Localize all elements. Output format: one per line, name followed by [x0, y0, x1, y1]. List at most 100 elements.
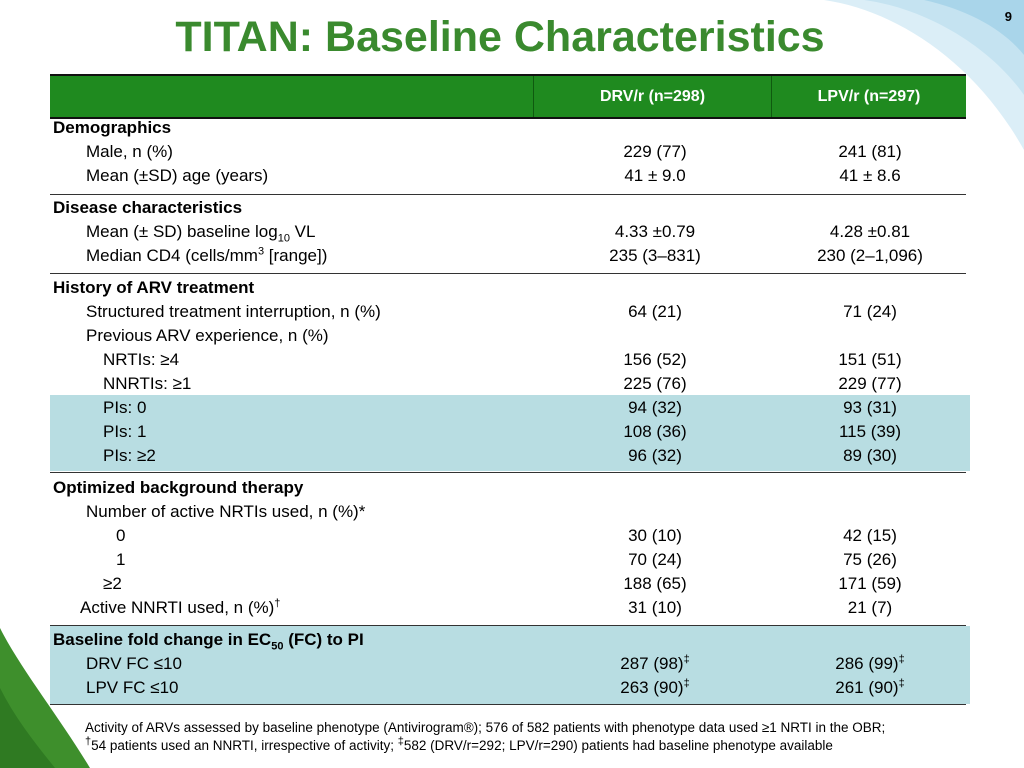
cell-drv: 188 (65) [623, 574, 687, 593]
cell-lpv: 42 (15) [843, 526, 897, 545]
cell-lpv: 71 (24) [843, 302, 897, 321]
table-row: NRTIs: ≥4 156 (52) 151 (51) [50, 348, 966, 372]
cell-value: 287 (98) [620, 654, 684, 673]
superscript: † [85, 735, 92, 748]
table-row: Structured treatment interruption, n (%)… [50, 300, 966, 324]
table-row: PIs: 0 94 (32) 93 (31) [50, 396, 966, 420]
header-separator [771, 76, 772, 117]
label-text: Active NNRTI used, n (%) [80, 598, 275, 617]
table-row: PIs: 1 108 (36) 115 (39) [50, 420, 966, 444]
cell-drv: 96 (32) [628, 446, 682, 465]
section-heading-history: History of ARV treatment [53, 278, 255, 297]
row-label: PIs: ≥2 [103, 446, 156, 465]
slide-title: TITAN: Baseline Characteristics [175, 13, 825, 61]
corner-decoration-bottom-left [0, 628, 90, 768]
footnote-text: 582 (DRV/r=292; LPV/r=290) patients had … [403, 738, 833, 753]
row-label: 0 [116, 526, 126, 545]
cell-drv: 31 (10) [628, 598, 682, 617]
cell-drv: 108 (36) [623, 422, 687, 441]
label-text: Median CD4 (cells/mm [86, 246, 258, 265]
table-row: History of ARV treatment [50, 276, 966, 300]
cell-lpv: 75 (26) [843, 550, 897, 569]
row-label: 1 [116, 550, 126, 569]
section-heading-obt: Optimized background therapy [53, 478, 304, 497]
superscript: ‡ [898, 677, 905, 690]
row-label: Mean (± SD) baseline log10 VL [53, 220, 315, 244]
cell-drv: 70 (24) [628, 550, 682, 569]
superscript: 3 [257, 245, 265, 258]
row-label: Active NNRTI used, n (%)† [53, 596, 280, 620]
table-row: Baseline fold change in EC50 (FC) to PI [50, 628, 966, 652]
superscript: ‡ [397, 735, 404, 748]
shaded-block-fold-change [50, 626, 970, 704]
cell-lpv: 93 (31) [843, 398, 897, 417]
label-text: VL [289, 222, 316, 241]
superscript: ‡ [683, 653, 690, 666]
cell-lpv: 21 (7) [847, 598, 893, 617]
header-separator [533, 76, 534, 117]
label-text: [range]) [264, 246, 328, 265]
label-text: (FC) to PI [283, 630, 364, 649]
section-heading-demographics: Demographics [53, 118, 172, 137]
cell-lpv: 151 (51) [838, 350, 902, 369]
cell-drv: 263 (90)‡ [535, 676, 775, 700]
table-row: 0 30 (10) 42 (15) [50, 524, 966, 548]
table-row: 1 70 (24) 75 (26) [50, 548, 966, 572]
table-row: Demographics [50, 116, 966, 140]
shaded-block-pis [50, 395, 970, 471]
footnote-line-1: Activity of ARVs assessed by baseline ph… [85, 720, 886, 735]
footnote-text: 54 patients used an NNRTI, irrespective … [91, 738, 398, 753]
cell-drv: 94 (32) [628, 398, 682, 417]
section-divider [50, 704, 966, 705]
cell-drv: 64 (21) [628, 302, 682, 321]
table-row: Disease characteristics [50, 196, 966, 220]
superscript: † [274, 597, 281, 610]
table-row: NNRTIs: ≥1 225 (76) 229 (77) [50, 372, 966, 396]
cell-lpv: 89 (30) [843, 446, 897, 465]
column-header-lpv: LPV/r (n=297) [817, 88, 921, 105]
row-label: PIs: 0 [103, 398, 147, 417]
cell-lpv: 115 (39) [838, 422, 902, 441]
footnote-line-2: †54 patients used an NNRTI, irrespective… [85, 735, 833, 754]
cell-lpv: 41 ± 8.6 [839, 166, 901, 185]
row-label: PIs: 1 [103, 422, 147, 441]
cell-lpv: 230 (2–1,096) [817, 246, 923, 265]
table-row: DRV FC ≤10 287 (98)‡ 286 (99)‡ [50, 652, 966, 676]
row-label: Median CD4 (cells/mm3 [range]) [53, 244, 327, 268]
section-divider [50, 194, 966, 195]
page-number: 9 [1004, 9, 1012, 24]
cell-value: 286 (99) [835, 654, 899, 673]
row-label: Male, n (%) [86, 142, 173, 161]
cell-drv: 41 ± 9.0 [624, 166, 686, 185]
table-row: LPV FC ≤10 263 (90)‡ 261 (90)‡ [50, 676, 966, 700]
table-row: ≥2 188 (65) 171 (59) [50, 572, 966, 596]
table-row: PIs: ≥2 96 (32) 89 (30) [50, 444, 966, 468]
table-row: Mean (± SD) baseline log10 VL 4.33 ±0.79… [50, 220, 966, 244]
superscript: ‡ [683, 677, 690, 690]
row-label: Previous ARV experience, n (%) [86, 326, 329, 345]
subscript: 50 [271, 640, 284, 653]
table-row: Male, n (%) 229 (77) 241 (81) [50, 140, 966, 164]
row-label: Structured treatment interruption, n (%) [86, 302, 381, 321]
table-row: Mean (±SD) age (years) 41 ± 9.0 41 ± 8.6 [50, 164, 966, 188]
row-label: Mean (±SD) age (years) [86, 166, 269, 185]
cell-drv: 4.33 ±0.79 [614, 222, 696, 241]
label-text: Mean (± SD) baseline log [86, 222, 278, 241]
section-divider [50, 273, 966, 274]
table-row: Optimized background therapy [50, 476, 966, 500]
cell-drv: 156 (52) [623, 350, 687, 369]
cell-lpv: 4.28 ±0.81 [829, 222, 911, 241]
cell-lpv: 261 (90)‡ [770, 676, 970, 700]
cell-value: 263 (90) [620, 678, 684, 697]
table-row: Active NNRTI used, n (%)† 31 (10) 21 (7) [50, 596, 966, 620]
row-label: Number of active NRTIs used, n (%)* [86, 502, 366, 521]
corner-decoration-top-right [824, 0, 1024, 150]
row-label: LPV FC ≤10 [86, 678, 179, 697]
subscript: 10 [277, 232, 290, 245]
cell-lpv: 241 (81) [838, 142, 902, 161]
cell-lpv: 286 (99)‡ [770, 652, 970, 676]
row-label: NNRTIs: ≥1 [103, 374, 192, 393]
section-divider [50, 472, 966, 473]
row-label: DRV FC ≤10 [86, 654, 182, 673]
label-text: Baseline fold change in EC [53, 630, 272, 649]
